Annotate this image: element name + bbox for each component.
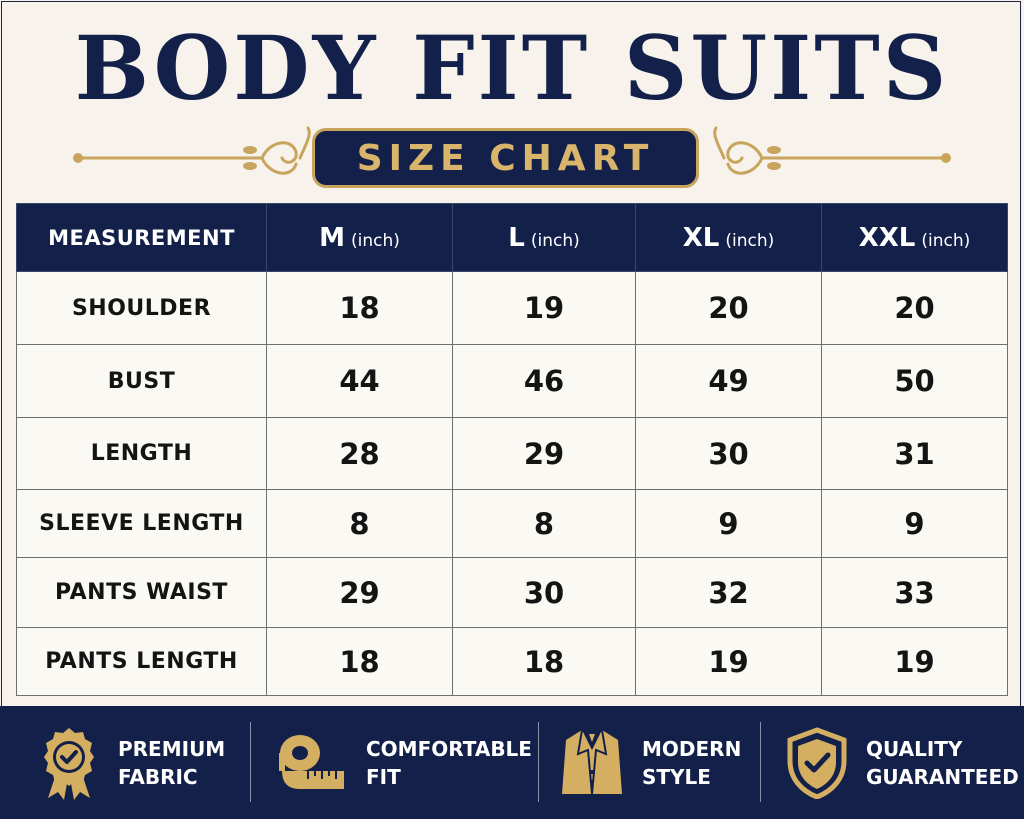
cell-value: 28 xyxy=(266,417,453,490)
size-label: L xyxy=(508,222,525,253)
cell-value: 19 xyxy=(452,271,636,345)
page-title: BODY FIT SUITS xyxy=(74,16,950,120)
cell-value: 29 xyxy=(452,417,636,490)
subtitle-badge: SIZE CHART xyxy=(312,128,699,188)
feature-modern-style: MODERN STYLE xyxy=(560,706,741,819)
features-footer: PREMIUM FABRIC COMFORTABLE FIT xyxy=(0,706,1024,819)
cell-value: 31 xyxy=(821,417,1008,490)
cell-value: 30 xyxy=(635,417,822,490)
cell-value: 19 xyxy=(821,627,1008,696)
table-row: LENGTH 28 29 30 31 xyxy=(16,417,1008,490)
table-row: PANTS WAIST 29 30 32 33 xyxy=(16,557,1008,628)
feature-premium-fabric: PREMIUM FABRIC xyxy=(38,706,225,819)
header-size-l: L (inch) xyxy=(452,203,636,272)
row-label: SHOULDER xyxy=(16,271,267,345)
cell-value: 44 xyxy=(266,344,453,418)
subtitle-text: SIZE CHART xyxy=(356,137,655,179)
feature-line: QUALITY xyxy=(866,736,963,761)
cell-value: 30 xyxy=(452,557,636,628)
feature-line: STYLE xyxy=(642,764,711,789)
feature-text: COMFORTABLE FIT xyxy=(366,735,532,791)
row-label: LENGTH xyxy=(16,417,267,490)
feature-line: COMFORTABLE xyxy=(366,736,532,761)
header-measurement: MEASUREMENT xyxy=(16,203,267,272)
table-row: BUST 44 46 49 50 xyxy=(16,344,1008,418)
cell-value: 9 xyxy=(635,489,822,558)
header-size-m: M (inch) xyxy=(266,203,453,272)
feature-line: FABRIC xyxy=(118,764,198,789)
row-label: PANTS LENGTH xyxy=(16,627,267,696)
shield-check-icon xyxy=(787,726,847,799)
table-row: SHOULDER 18 19 20 20 xyxy=(16,271,1008,345)
cell-value: 9 xyxy=(821,489,1008,558)
feature-line: FIT xyxy=(366,764,401,789)
cell-value: 18 xyxy=(266,627,453,696)
feature-text: MODERN STYLE xyxy=(642,735,741,791)
feature-comfortable-fit: COMFORTABLE FIT xyxy=(278,706,532,819)
size-label: XXL xyxy=(858,222,916,253)
cell-value: 50 xyxy=(821,344,1008,418)
cell-value: 18 xyxy=(452,627,636,696)
feature-text: PREMIUM FABRIC xyxy=(118,735,225,791)
cell-value: 18 xyxy=(266,271,453,345)
feature-quality-guaranteed: QUALITY GUARANTEED xyxy=(786,706,1019,819)
size-label: XL xyxy=(682,222,720,253)
cell-value: 29 xyxy=(266,557,453,628)
row-label: BUST xyxy=(16,344,267,418)
feature-text: QUALITY GUARANTEED xyxy=(866,735,1019,791)
unit-label: (inch) xyxy=(530,230,580,251)
header-size-xl: XL (inch) xyxy=(635,203,822,272)
size-label: M xyxy=(319,222,345,253)
cell-value: 33 xyxy=(821,557,1008,628)
unit-label: (inch) xyxy=(725,230,775,251)
footer-divider xyxy=(538,722,539,802)
size-chart-table: MEASUREMENT M (inch) L (inch) XL (inch) XXL… xyxy=(16,203,1008,696)
footer-divider xyxy=(760,722,761,802)
cell-value: 46 xyxy=(452,344,636,418)
award-badge-icon xyxy=(44,727,94,800)
ornament-divider xyxy=(73,126,951,175)
unit-label: (inch) xyxy=(350,230,400,251)
table-row: SLEEVE LENGTH 8 8 9 9 xyxy=(16,489,1008,558)
feature-line: MODERN xyxy=(642,736,742,761)
row-label: PANTS WAIST xyxy=(16,557,267,628)
feature-line: GUARANTEED xyxy=(866,764,1019,789)
footer-divider xyxy=(250,722,251,802)
cell-value: 20 xyxy=(635,271,822,345)
cell-value: 32 xyxy=(635,557,822,628)
unit-label: (inch) xyxy=(921,230,971,251)
row-label: SLEEVE LENGTH xyxy=(16,489,267,558)
measuring-tape-icon xyxy=(279,734,344,789)
table-header-row: MEASUREMENT M (inch) L (inch) XL (inch) XXL… xyxy=(16,203,1008,272)
table-row: PANTS LENGTH 18 18 19 19 xyxy=(16,627,1008,696)
cell-value: 19 xyxy=(635,627,822,696)
feature-line: PREMIUM xyxy=(118,736,226,761)
header-size-xxl: XXL (inch) xyxy=(821,203,1008,272)
cell-value: 20 xyxy=(821,271,1008,345)
cell-value: 8 xyxy=(266,489,453,558)
cell-value: 49 xyxy=(635,344,822,418)
cell-value: 8 xyxy=(452,489,636,558)
suit-jacket-icon xyxy=(562,729,622,794)
